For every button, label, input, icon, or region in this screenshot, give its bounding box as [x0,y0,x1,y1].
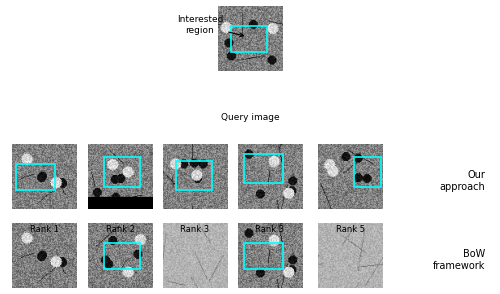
Bar [104,243,140,269]
Bar [244,154,284,183]
Bar [104,157,140,186]
Text: Interested
region: Interested region [177,15,244,37]
Bar [244,243,284,269]
Bar [354,157,381,186]
Text: Our
approach: Our approach [440,170,485,192]
Text: Rank 3: Rank 3 [256,225,284,234]
Text: Rank 5: Rank 5 [336,225,364,234]
Bar [16,164,55,190]
Bar [176,161,212,190]
Text: Rank 1: Rank 1 [30,225,60,234]
Text: Rank 2: Rank 2 [106,225,134,234]
Bar [231,26,266,51]
Text: Query image: Query image [220,113,280,122]
Text: BoW
framework: BoW framework [432,249,485,271]
Text: Rank 3: Rank 3 [180,225,210,234]
